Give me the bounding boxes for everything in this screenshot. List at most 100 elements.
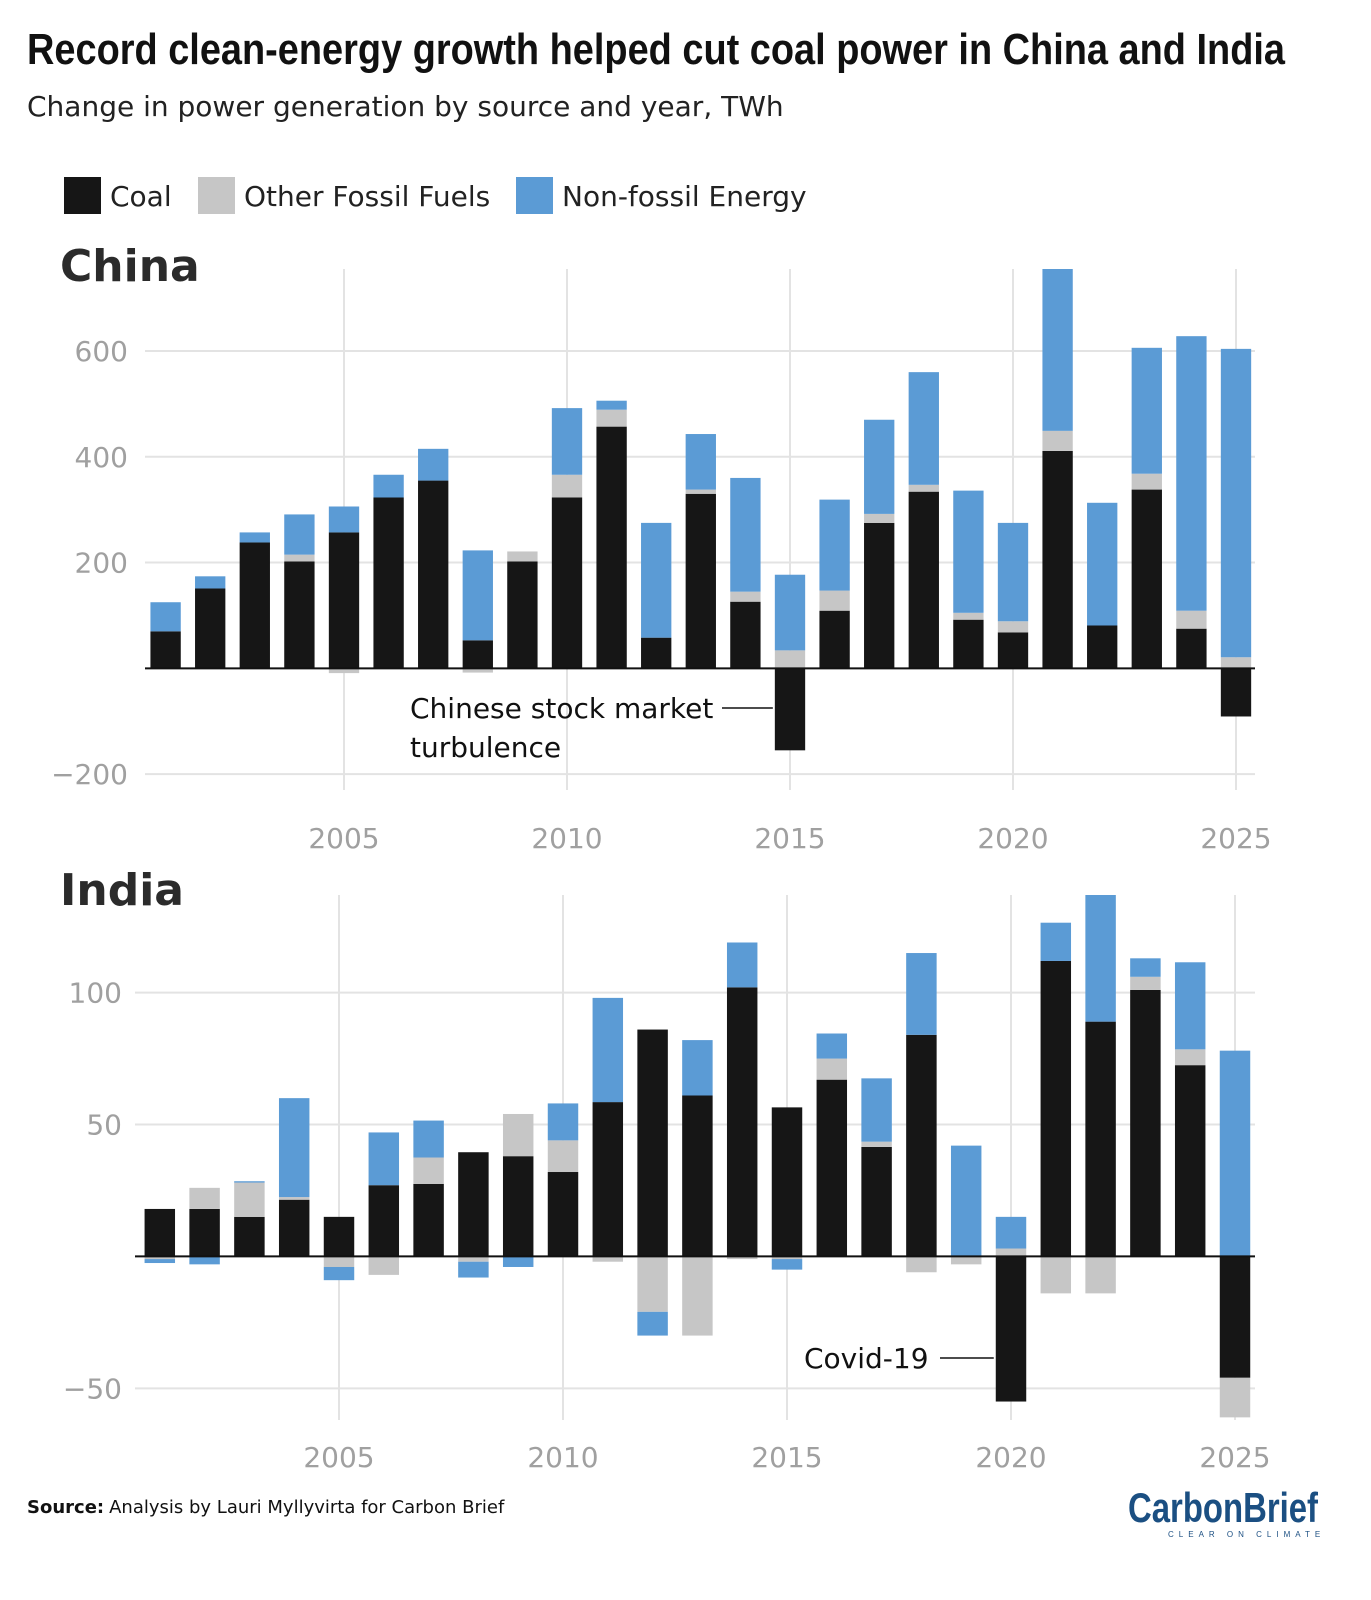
bar-non-fossil-2003 [239,532,270,543]
bar-coal-2012 [641,637,672,669]
panel-title-china: China [60,241,200,292]
bar-coal-2024 [1174,1065,1206,1257]
y-tick-label: 50 [86,1109,122,1142]
bar-other-fossil-2013 [685,489,716,494]
bar-other-fossil-2016 [819,590,850,611]
legend-label-non-fossil: Non-fossil Energy [562,180,807,213]
bar-other-fossil-2014 [730,591,761,602]
bar-non-fossil-2010 [547,1103,579,1141]
annotation-text: Chinese stock market [410,692,713,725]
bar-coal-2002 [195,588,226,669]
bar-other-fossil-2008 [462,668,493,673]
bar-non-fossil-2004 [284,514,315,555]
bar-other-fossil-2014 [726,1256,758,1260]
x-tick-label: 2005 [303,1441,374,1474]
bar-coal-2022 [1087,625,1118,669]
china-plot: −200 200 400 600 2005 2010 2015 2020 2025 Chinese… [51,269,1272,855]
bar-other-fossil-2005 [323,1256,355,1267]
bar-coal-2023 [1130,989,1161,1257]
bar-non-fossil-2002 [195,576,226,589]
legend-swatch-non-fossil [516,177,553,214]
bar-other-fossil-2021 [1042,430,1073,451]
bar-non-fossil-2021 [1040,922,1072,961]
bar-coal-2020 [995,1256,1027,1402]
legend-swatch-other-fossil [198,177,235,214]
bar-coal-2022 [1085,1021,1116,1257]
bar-non-fossil-2010 [551,408,583,475]
bar-coal-2009 [502,1156,534,1257]
bar-non-fossil-2020 [995,1216,1027,1249]
india-plot: −50 50 100 2005 2010 2015 2020 2025 Covid-19 [63,895,1271,1474]
bar-coal-2003 [234,1216,265,1257]
bar-non-fossil-2011 [592,997,624,1103]
bar-non-fossil-2024 [1176,336,1207,611]
bar-other-fossil-2010 [551,474,583,498]
bar-non-fossil-2022 [1085,895,1116,1022]
bar-other-fossil-2015 [771,1256,803,1260]
bar-non-fossil-2006 [368,1132,400,1186]
bar-coal-2010 [551,497,583,669]
carbon-brief-logo: CarbonBrief CLEAR ON CLIMATE [1128,1484,1320,1539]
bar-coal-2014 [726,987,758,1257]
bar-non-fossil-2016 [816,1033,848,1059]
bar-coal-2021 [1042,450,1073,669]
logo-text: CarbonBrief [1128,1484,1319,1531]
bar-coal-2004 [284,561,315,669]
source-label: Source: [27,1497,104,1518]
bar-non-fossil-2002 [189,1256,220,1265]
bar-other-fossil-2011 [596,409,627,427]
bar-non-fossil-2005 [323,1266,355,1281]
y-tick-label: 400 [75,441,128,474]
bar-coal-2011 [596,426,627,669]
bar-other-fossil-2001 [144,1256,176,1260]
bar-coal-2017 [861,1146,892,1257]
bar-other-fossil-2019 [950,1256,982,1265]
bar-other-fossil-2002 [189,1187,220,1209]
bar-other-fossil-2023 [1130,976,1161,990]
bar-coal-2020 [997,632,1029,669]
bar-coal-2015 [771,1107,803,1257]
x-tick-label: 2010 [527,1441,598,1474]
bar-other-fossil-2007 [413,1157,444,1184]
bar-other-fossil-2009 [507,551,538,562]
y-tick-label: 200 [75,547,128,580]
bar-coal-2017 [864,522,895,669]
bar-other-fossil-2019 [953,612,984,620]
bar-coal-2013 [685,493,716,669]
bar-coal-2025 [1219,1256,1251,1378]
bar-other-fossil-2011 [592,1256,624,1262]
bar-non-fossil-2015 [774,574,806,651]
x-tick-label: 2015 [754,822,825,855]
bar-non-fossil-2023 [1130,958,1161,977]
bar-coal-2023 [1131,489,1162,669]
bar-other-fossil-2024 [1174,1049,1206,1066]
bar-non-fossil-2024 [1174,962,1206,1050]
bar-non-fossil-2019 [953,490,984,613]
bar-non-fossil-2007 [413,1120,444,1158]
bar-non-fossil-2013 [685,434,716,490]
bar-coal-2004 [278,1199,310,1257]
bar-non-fossil-2016 [819,499,850,591]
bar-coal-2016 [816,1079,848,1257]
x-tick-label: 2005 [308,822,379,855]
bar-non-fossil-2009 [502,1256,534,1267]
bar-non-fossil-2001 [144,1259,176,1264]
bar-coal-2018 [908,491,939,669]
bar-non-fossil-2014 [726,942,758,988]
bar-non-fossil-2017 [864,419,895,514]
bar-other-fossil-2025 [1219,1377,1251,1418]
y-tick-label: −50 [63,1372,122,1405]
bar-coal-2021 [1040,960,1072,1257]
bar-non-fossil-2008 [458,1261,489,1278]
bar-coal-2018 [906,1034,937,1257]
bar-coal-2007 [418,480,449,669]
source-text: Analysis by Lauri Myllyvirta for Carbon … [109,1497,505,1518]
bar-other-fossil-2010 [547,1140,579,1173]
bar-coal-2002 [189,1208,220,1257]
bar-other-fossil-2003 [234,1182,265,1217]
bar-non-fossil-2008 [462,550,493,641]
bar-non-fossil-2004 [278,1098,310,1198]
source-note: Source: Analysis by Lauri Myllyvirta for … [27,1497,505,1518]
bar-non-fossil-2021 [1042,269,1073,431]
